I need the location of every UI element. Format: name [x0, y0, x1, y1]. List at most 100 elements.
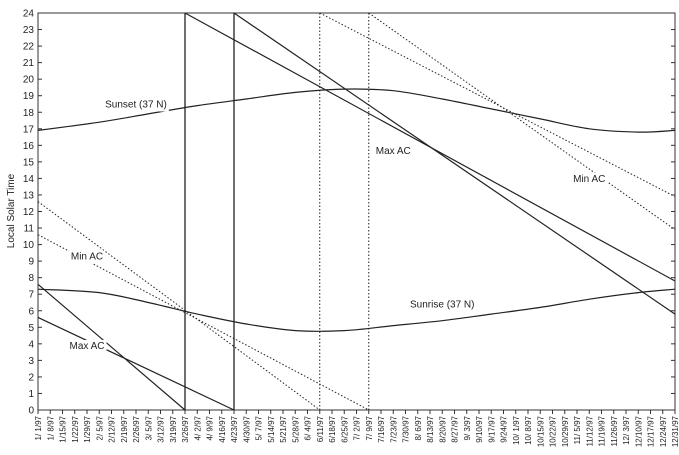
x-tick-label: 7/ 2/97: [353, 415, 362, 440]
x-tick-label: 7/16/97: [377, 415, 386, 442]
x-tick-label: 5/28/97: [291, 415, 300, 442]
vertical-markers: [184, 13, 370, 410]
x-tick-label: 5/14/97: [267, 415, 276, 442]
series-line-max-ac: [233, 12, 676, 315]
x-tick-label: 4/ 9/97: [206, 415, 215, 440]
x-axis: 1/ 1/97 1/ 8/97 1/15/97 1/22/97 1/29/97 2/ 5/…: [34, 410, 679, 447]
annotation-background: [103, 98, 169, 112]
annotation-label: Sunrise (37 N): [410, 300, 474, 311]
x-tick-label: 12/17/97: [647, 415, 656, 447]
y-tick-label: 9: [28, 257, 34, 268]
annotation-label: Min AC: [573, 174, 605, 185]
x-tick-label: 9/ 3/97: [463, 415, 472, 440]
x-tick-label: 4/ 2/97: [193, 415, 202, 440]
x-tick-label: 10/29/97: [561, 415, 570, 447]
x-tick-label: 4/23/97: [230, 415, 239, 442]
annotation-background: [68, 250, 106, 264]
annotation-background: [571, 172, 608, 186]
x-tick-label: 8/20/97: [438, 415, 447, 442]
x-tick-label: 10/22/97: [549, 415, 558, 447]
y-tick-label: 18: [23, 108, 35, 119]
x-tick-label: 2/12/97: [108, 415, 117, 442]
y-tick-label: 14: [23, 174, 35, 185]
y-tick-label: 10: [23, 240, 35, 251]
x-tick-label: 3/19/97: [169, 415, 178, 442]
x-tick-label: 8/13/97: [426, 415, 435, 442]
y-tick-label: 20: [23, 75, 35, 86]
x-tick-label: 4/30/97: [242, 415, 251, 442]
x-tick-label: 12/10/97: [634, 415, 643, 447]
x-tick-label: 7/30/97: [402, 415, 411, 442]
annotation-label: Max AC: [69, 341, 104, 352]
x-tick-label: 12/ 3/97: [622, 415, 631, 444]
series-line-min-ac: [37, 201, 321, 411]
x-tick-label: 3/26/97: [181, 415, 190, 442]
x-tick-label: 9/10/97: [475, 415, 484, 442]
x-tick-label: 8/ 6/97: [414, 415, 423, 440]
x-tick-label: 11/12/97: [585, 415, 594, 446]
x-tick-label: 7/ 9/97: [365, 415, 374, 440]
series-line-sunrise-37-n: [37, 288, 676, 332]
x-tick-label: 2/ 5/97: [95, 415, 104, 440]
series-line-min-ac: [37, 234, 370, 411]
y-tick-label: 0: [28, 406, 34, 417]
y-tick-label: 8: [28, 273, 34, 284]
x-tick-label: 9/17/97: [487, 415, 496, 442]
x-tick-label: 8/27/97: [451, 415, 460, 442]
annotation-label: Min AC: [71, 252, 103, 263]
x-tick-label: 5/ 7/97: [255, 415, 264, 440]
x-tick-label: 11/26/97: [610, 415, 619, 446]
annotation-label: Sunset (37 N): [105, 99, 167, 110]
y-tick-label: 19: [23, 91, 35, 102]
y-tick-label: 17: [23, 124, 35, 135]
x-tick-label: 12/24/97: [659, 415, 668, 447]
x-tick-label: 1/15/97: [59, 415, 68, 442]
y-tick-label: 11: [24, 224, 35, 235]
x-tick-label: 7/23/97: [389, 415, 398, 442]
x-tick-label: 11/ 5/97: [573, 415, 582, 444]
y-tick-label: 7: [28, 290, 34, 301]
y-tick-label: 15: [23, 157, 35, 168]
x-tick-label: 6/25/97: [340, 415, 349, 442]
x-tick-label: 6/18/97: [328, 415, 337, 442]
y-tick-label: 6: [28, 306, 34, 317]
y-tick-label: 4: [28, 339, 34, 350]
x-tick-label: 5/21/97: [279, 415, 288, 442]
x-tick-label: 1/ 8/97: [46, 415, 55, 440]
x-tick-label: 10/ 1/97: [512, 415, 521, 444]
annotation-label: Max AC: [376, 146, 411, 157]
series-line-min-ac: [368, 12, 676, 231]
plot-frame: [37, 12, 676, 411]
x-tick-label: 11/19/97: [598, 415, 607, 446]
x-tick-label: 1/29/97: [83, 415, 92, 442]
annotation-background: [373, 144, 413, 158]
series-line-sunset-37-n: [37, 88, 676, 133]
series-line-min-ac: [319, 12, 676, 198]
y-tick-label: 5: [28, 323, 34, 334]
x-tick-label: 4/16/97: [218, 415, 227, 442]
y-tick-label: 21: [23, 58, 35, 69]
x-tick-label: 6/ 4/97: [304, 415, 313, 440]
x-tick-label: 1/22/97: [71, 415, 80, 442]
series-line-max-ac: [37, 283, 186, 411]
y-tick-label: 22: [23, 42, 35, 53]
x-tick-label: 12/31/97: [671, 415, 679, 447]
x-tick-label: 10/15/97: [536, 415, 545, 447]
x-tick-label: 2/26/97: [132, 415, 141, 442]
y-tick-label: 1: [28, 389, 34, 400]
y-tick-label: 23: [23, 25, 35, 36]
x-tick-label: 3/ 5/97: [144, 415, 153, 440]
x-tick-label: 9/24/97: [500, 415, 509, 442]
x-tick-label: 2/19/97: [120, 415, 129, 442]
x-tick-label: 3/12/97: [157, 415, 166, 442]
annotations: Sunset (37 N) Max AC Min AC Min AC Sunrise (…: [67, 98, 608, 353]
y-tick-label: 12: [23, 207, 35, 218]
x-tick-label: 10/ 8/97: [524, 415, 533, 444]
x-tick-label: 1/ 1/97: [34, 415, 43, 440]
series-line-max-ac: [37, 316, 235, 411]
x-tick-label: 6/11/97: [316, 415, 325, 442]
annotation-background: [67, 339, 107, 353]
y-tick-label: 24: [23, 9, 35, 20]
